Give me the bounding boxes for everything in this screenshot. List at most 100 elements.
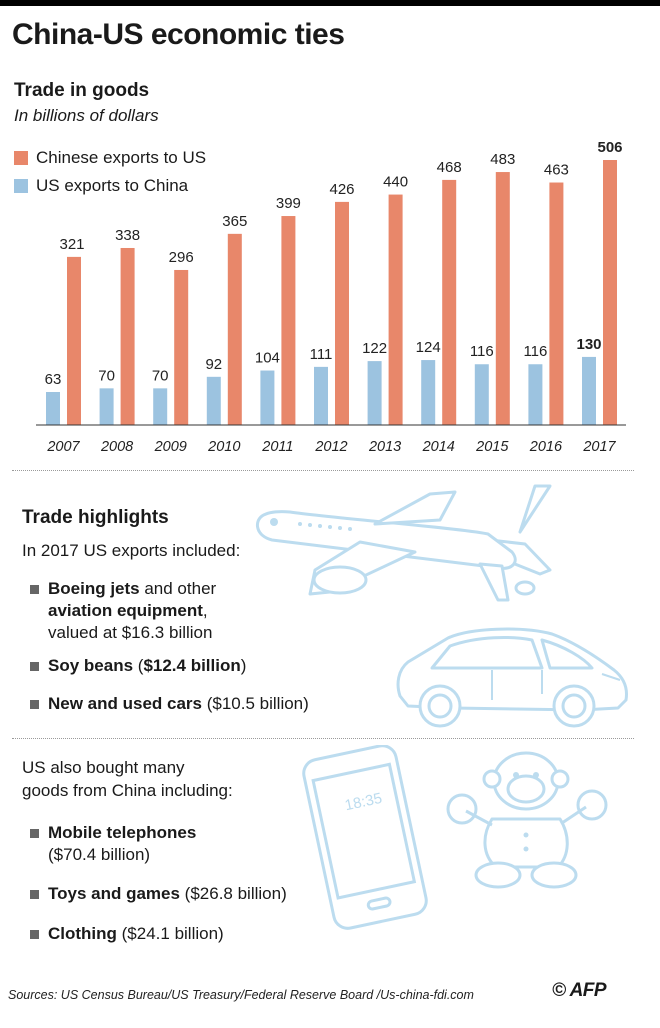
bar-chart: 63 321 2007 70 338 2008 70 296 2009 92 365 2010 104 3… (36, 139, 626, 455)
legend-item-chinese-exports: Chinese exports to US (14, 148, 206, 168)
bar-chinese-exports-2015 (495, 172, 510, 425)
data-label-us-exports-2008: 70 (98, 367, 115, 384)
data-label-chinese-exports-2007: 321 (59, 236, 84, 253)
section-divider (12, 470, 634, 471)
imports-intro-line2: goods from China including: (22, 781, 233, 800)
bar-chinese-exports-2017 (603, 160, 617, 425)
item-text: ) (240, 656, 247, 675)
data-label-us-exports-2012: 111 (310, 346, 333, 363)
airplane-icon (255, 484, 552, 602)
item-text: and other (139, 579, 217, 598)
list-item: Clothing ($24.1 billion) (30, 923, 224, 945)
list-item: Soy beans ($12.4 billion) (30, 655, 246, 677)
bar-chinese-exports-2007 (67, 256, 81, 425)
bar-us-exports-2011 (260, 370, 275, 425)
x-tick-label-2010: 2010 (207, 439, 240, 455)
item-bold: New and used cars (48, 694, 203, 713)
afp-logo: © AFP (552, 980, 607, 1001)
list-item: Toys and games ($26.8 billion) (30, 883, 287, 905)
page-title: China-US economic ties (12, 18, 345, 51)
bar-chinese-exports-2014 (442, 179, 457, 425)
list-item: Boeing jets and other aviation equipment… (30, 578, 216, 644)
mobile-phone-icon: 18:35 (302, 745, 428, 930)
sources-note: Sources: US Census Bureau/US Treasury/Fe… (8, 988, 474, 1002)
bar-us-exports-2008 (99, 388, 114, 425)
bar-chinese-exports-2010 (227, 233, 242, 425)
x-tick-label-2017: 2017 (582, 439, 616, 455)
bar-chinese-exports-2011 (281, 216, 296, 425)
data-label-us-exports-2007: 63 (45, 371, 62, 388)
x-tick-label-2016: 2016 (529, 439, 563, 455)
data-label-us-exports-2010: 92 (205, 356, 222, 373)
bar-us-exports-2010 (206, 376, 221, 425)
top-rule (0, 0, 660, 6)
bar-chinese-exports-2008 (120, 247, 135, 425)
data-label-chinese-exports-2011: 399 (276, 195, 301, 212)
x-tick-label-2008: 2008 (100, 439, 133, 455)
bar-us-exports-2016 (528, 364, 543, 425)
x-tick-label-2012: 2012 (314, 439, 347, 455)
chart-unit-note: In billions of dollars (14, 106, 159, 125)
legend-label-us-exports: US exports to China (36, 176, 189, 195)
bar-us-exports-2015 (474, 364, 489, 425)
legend-swatch-us-exports (14, 179, 28, 193)
bar-chinese-exports-2012 (335, 201, 349, 425)
toy-monkey-icon (446, 751, 608, 889)
item-text: ($24.1 billion) (116, 924, 224, 943)
data-label-us-exports-2015: 116 (470, 343, 494, 360)
highlights-intro: In 2017 US exports included: (22, 541, 241, 560)
data-label-us-exports-2016: 116 (523, 343, 547, 360)
bar-us-exports-2012 (314, 366, 328, 425)
data-label-chinese-exports-2012: 426 (329, 181, 354, 198)
bar-chinese-exports-2016 (549, 182, 564, 425)
list-item: Mobile telephones ($70.4 billion) (30, 822, 196, 866)
data-label-us-exports-2009: 70 (152, 367, 169, 384)
data-label-us-exports-2017: 130 (576, 336, 601, 353)
chart-heading: Trade in goods (14, 80, 150, 101)
item-bold: Toys and games (48, 884, 180, 903)
legend-item-us-exports: US exports to China (14, 176, 188, 196)
item-text: ($26.8 billion) (179, 884, 287, 903)
item-text: valued at $16.3 billion (48, 623, 213, 642)
item-text: ($70.4 billion) (48, 845, 151, 864)
bar-us-exports-2014 (421, 360, 436, 425)
car-icon (396, 627, 628, 728)
legend-swatch-chinese-exports (14, 151, 28, 165)
x-tick-label-2009: 2009 (154, 439, 187, 455)
item-bold: aviation equipment (48, 601, 203, 620)
bar-chinese-exports-2009 (174, 269, 189, 425)
data-label-chinese-exports-2016: 463 (544, 162, 569, 179)
highlights-heading: Trade highlights (22, 507, 169, 528)
list-item: New and used cars ($10.5 billion) (30, 693, 309, 715)
data-label-chinese-exports-2009: 296 (169, 249, 194, 266)
data-label-chinese-exports-2014: 468 (437, 159, 462, 176)
bar-chinese-exports-2013 (388, 194, 403, 425)
bar-us-exports-2013 (367, 361, 382, 425)
x-tick-label-2013: 2013 (368, 439, 401, 455)
x-tick-label-2011: 2011 (261, 439, 293, 455)
section-divider (12, 738, 634, 739)
data-label-us-exports-2011: 104 (255, 350, 280, 367)
item-text: , (202, 601, 208, 620)
data-label-chinese-exports-2008: 338 (115, 227, 140, 244)
x-tick-label-2015: 2015 (475, 439, 509, 455)
data-label-chinese-exports-2015: 483 (490, 151, 515, 168)
x-tick-label-2007: 2007 (46, 439, 80, 455)
data-label-us-exports-2014: 124 (416, 339, 441, 356)
item-bold: Clothing (48, 924, 117, 943)
imports-intro-line1: US also bought many (22, 758, 185, 777)
bar-us-exports-2007 (46, 392, 60, 425)
legend-label-chinese-exports: Chinese exports to US (36, 148, 207, 167)
data-label-chinese-exports-2010: 365 (222, 213, 247, 230)
item-bold: Mobile telephones (48, 823, 197, 842)
item-bold: Boeing jets (48, 579, 140, 598)
bar-us-exports-2009 (153, 388, 168, 425)
bar-us-exports-2017 (582, 356, 596, 425)
item-text: ($10.5 billion) (202, 694, 309, 713)
x-tick-label-2014: 2014 (422, 439, 455, 455)
imports-intro: US also bought many goods from China inc… (22, 756, 233, 802)
data-label-us-exports-2013: 122 (362, 340, 387, 357)
data-label-chinese-exports-2013: 440 (383, 174, 408, 191)
item-text: ( (133, 656, 144, 675)
item-bold: Soy beans (48, 656, 134, 675)
